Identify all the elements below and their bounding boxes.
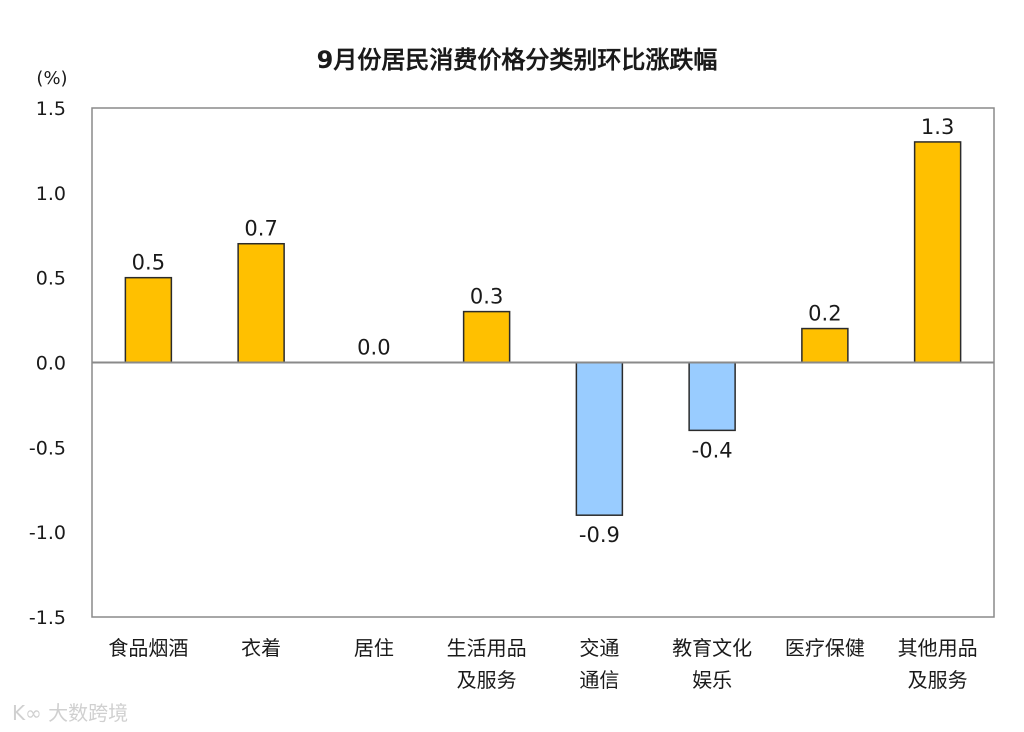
data-label: 0.2 — [808, 302, 841, 326]
bar — [462, 310, 511, 364]
bar — [124, 276, 173, 364]
category-label: 食品烟酒 — [108, 636, 188, 660]
category-label: 其他用品 — [898, 636, 978, 660]
category-label: 教育文化 — [672, 636, 752, 660]
bar — [801, 327, 849, 364]
category-label: 生活用品 — [447, 636, 527, 660]
bar — [688, 361, 736, 432]
watermark-logo: K∞ 大数跨境 — [12, 701, 128, 725]
y-axis-unit: (%) — [36, 68, 67, 89]
data-label: -0.4 — [692, 438, 733, 462]
category-label: 衣着 — [241, 636, 281, 660]
category-label: 居住 — [354, 636, 394, 660]
chart-title: 9月份居民消费价格分类别环比涨跌幅 — [317, 46, 718, 74]
y-tick-label: 1.5 — [36, 98, 66, 120]
category-label: 娱乐 — [692, 668, 732, 692]
category-label: 及服务 — [908, 668, 968, 692]
category-label: 通信 — [579, 668, 619, 692]
y-tick-label: -1.5 — [29, 607, 66, 629]
data-label: -0.9 — [579, 523, 620, 547]
category-label: 及服务 — [457, 668, 517, 692]
y-tick-label: 0.0 — [36, 353, 66, 375]
data-label: 0.7 — [244, 217, 277, 241]
data-label: 0.0 — [357, 336, 390, 360]
category-label: 交通 — [579, 636, 619, 660]
y-tick-label: 0.5 — [36, 268, 66, 290]
y-tick-label: -1.0 — [29, 522, 66, 544]
category-label: 医疗保健 — [785, 636, 865, 660]
bar — [913, 141, 962, 364]
data-label: 0.3 — [470, 285, 503, 309]
y-tick-label: 1.0 — [36, 183, 66, 205]
data-label: 0.5 — [132, 251, 165, 275]
y-tick-label: -0.5 — [29, 437, 66, 459]
data-label: 1.3 — [921, 115, 954, 139]
bar — [575, 361, 624, 516]
bar — [237, 242, 285, 364]
